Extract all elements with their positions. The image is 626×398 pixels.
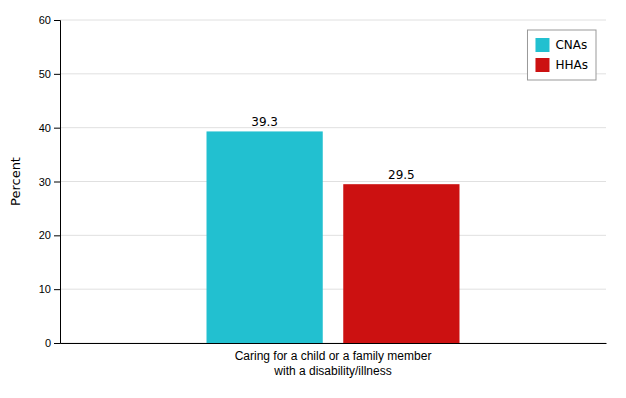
grid-line <box>60 235 606 236</box>
legend: CNAs HHAs <box>527 30 596 80</box>
y-tick: 30 <box>39 176 60 188</box>
y-tick-label: 30 <box>39 176 51 188</box>
legend-swatch <box>535 38 549 52</box>
y-tick-mark <box>54 343 60 344</box>
y-tick-label: 20 <box>39 229 51 241</box>
bar <box>343 184 459 343</box>
y-tick-mark <box>54 289 60 290</box>
legend-label: CNAs <box>555 38 587 52</box>
y-tick-label: 60 <box>39 14 51 26</box>
y-tick: 20 <box>39 229 60 241</box>
bar <box>207 131 323 343</box>
grid-line <box>60 343 606 344</box>
x-axis: Caring for a child or a family memberwit… <box>61 344 607 378</box>
y-tick-mark <box>54 182 60 183</box>
x-tick: Caring for a child or a family memberwit… <box>235 349 432 377</box>
bars <box>207 131 460 343</box>
grid-line <box>60 127 606 128</box>
data-label: 29.5 <box>388 168 415 182</box>
legend-item: HHAs <box>535 58 588 73</box>
legend-item: CNAs <box>535 38 587 53</box>
y-tick: 60 <box>39 14 60 26</box>
grid-line <box>60 73 606 74</box>
x-axis-line <box>61 343 607 344</box>
grid-line <box>60 20 606 21</box>
y-tick-label: 40 <box>39 122 51 134</box>
data-labels: 39.3 29.5 <box>251 115 414 182</box>
y-tick-label: 0 <box>45 337 51 349</box>
y-tick: 10 <box>39 283 60 295</box>
y-axis: 0 10 20 30 40 50 60 <box>39 14 61 349</box>
y-tick-mark <box>54 74 60 75</box>
plot: 39.3 29.5 0 10 20 30 40 50 60 Caring for a child … <box>39 14 607 378</box>
y-tick: 0 <box>45 337 60 349</box>
x-tick-label: Caring for a child or a family memberwit… <box>235 349 432 377</box>
y-axis-line <box>54 21 61 344</box>
y-axis-title: Percent <box>8 157 23 206</box>
chart: 39.3 29.5 0 10 20 30 40 50 60 Caring for a child … <box>0 0 626 398</box>
grid-line <box>60 181 606 182</box>
y-tick-mark <box>54 128 60 129</box>
y-tick-mark <box>54 20 60 21</box>
legend-frame <box>527 30 596 80</box>
y-tick: 40 <box>39 122 60 134</box>
y-tick-mark <box>54 235 60 236</box>
data-label: 39.3 <box>251 115 278 129</box>
legend-swatch <box>535 58 549 72</box>
y-tick-label: 50 <box>39 68 51 80</box>
y-tick-label: 10 <box>39 283 51 295</box>
y-tick: 50 <box>39 68 60 80</box>
legend-label: HHAs <box>555 58 588 72</box>
grid <box>60 20 606 343</box>
grid-line <box>60 289 606 290</box>
